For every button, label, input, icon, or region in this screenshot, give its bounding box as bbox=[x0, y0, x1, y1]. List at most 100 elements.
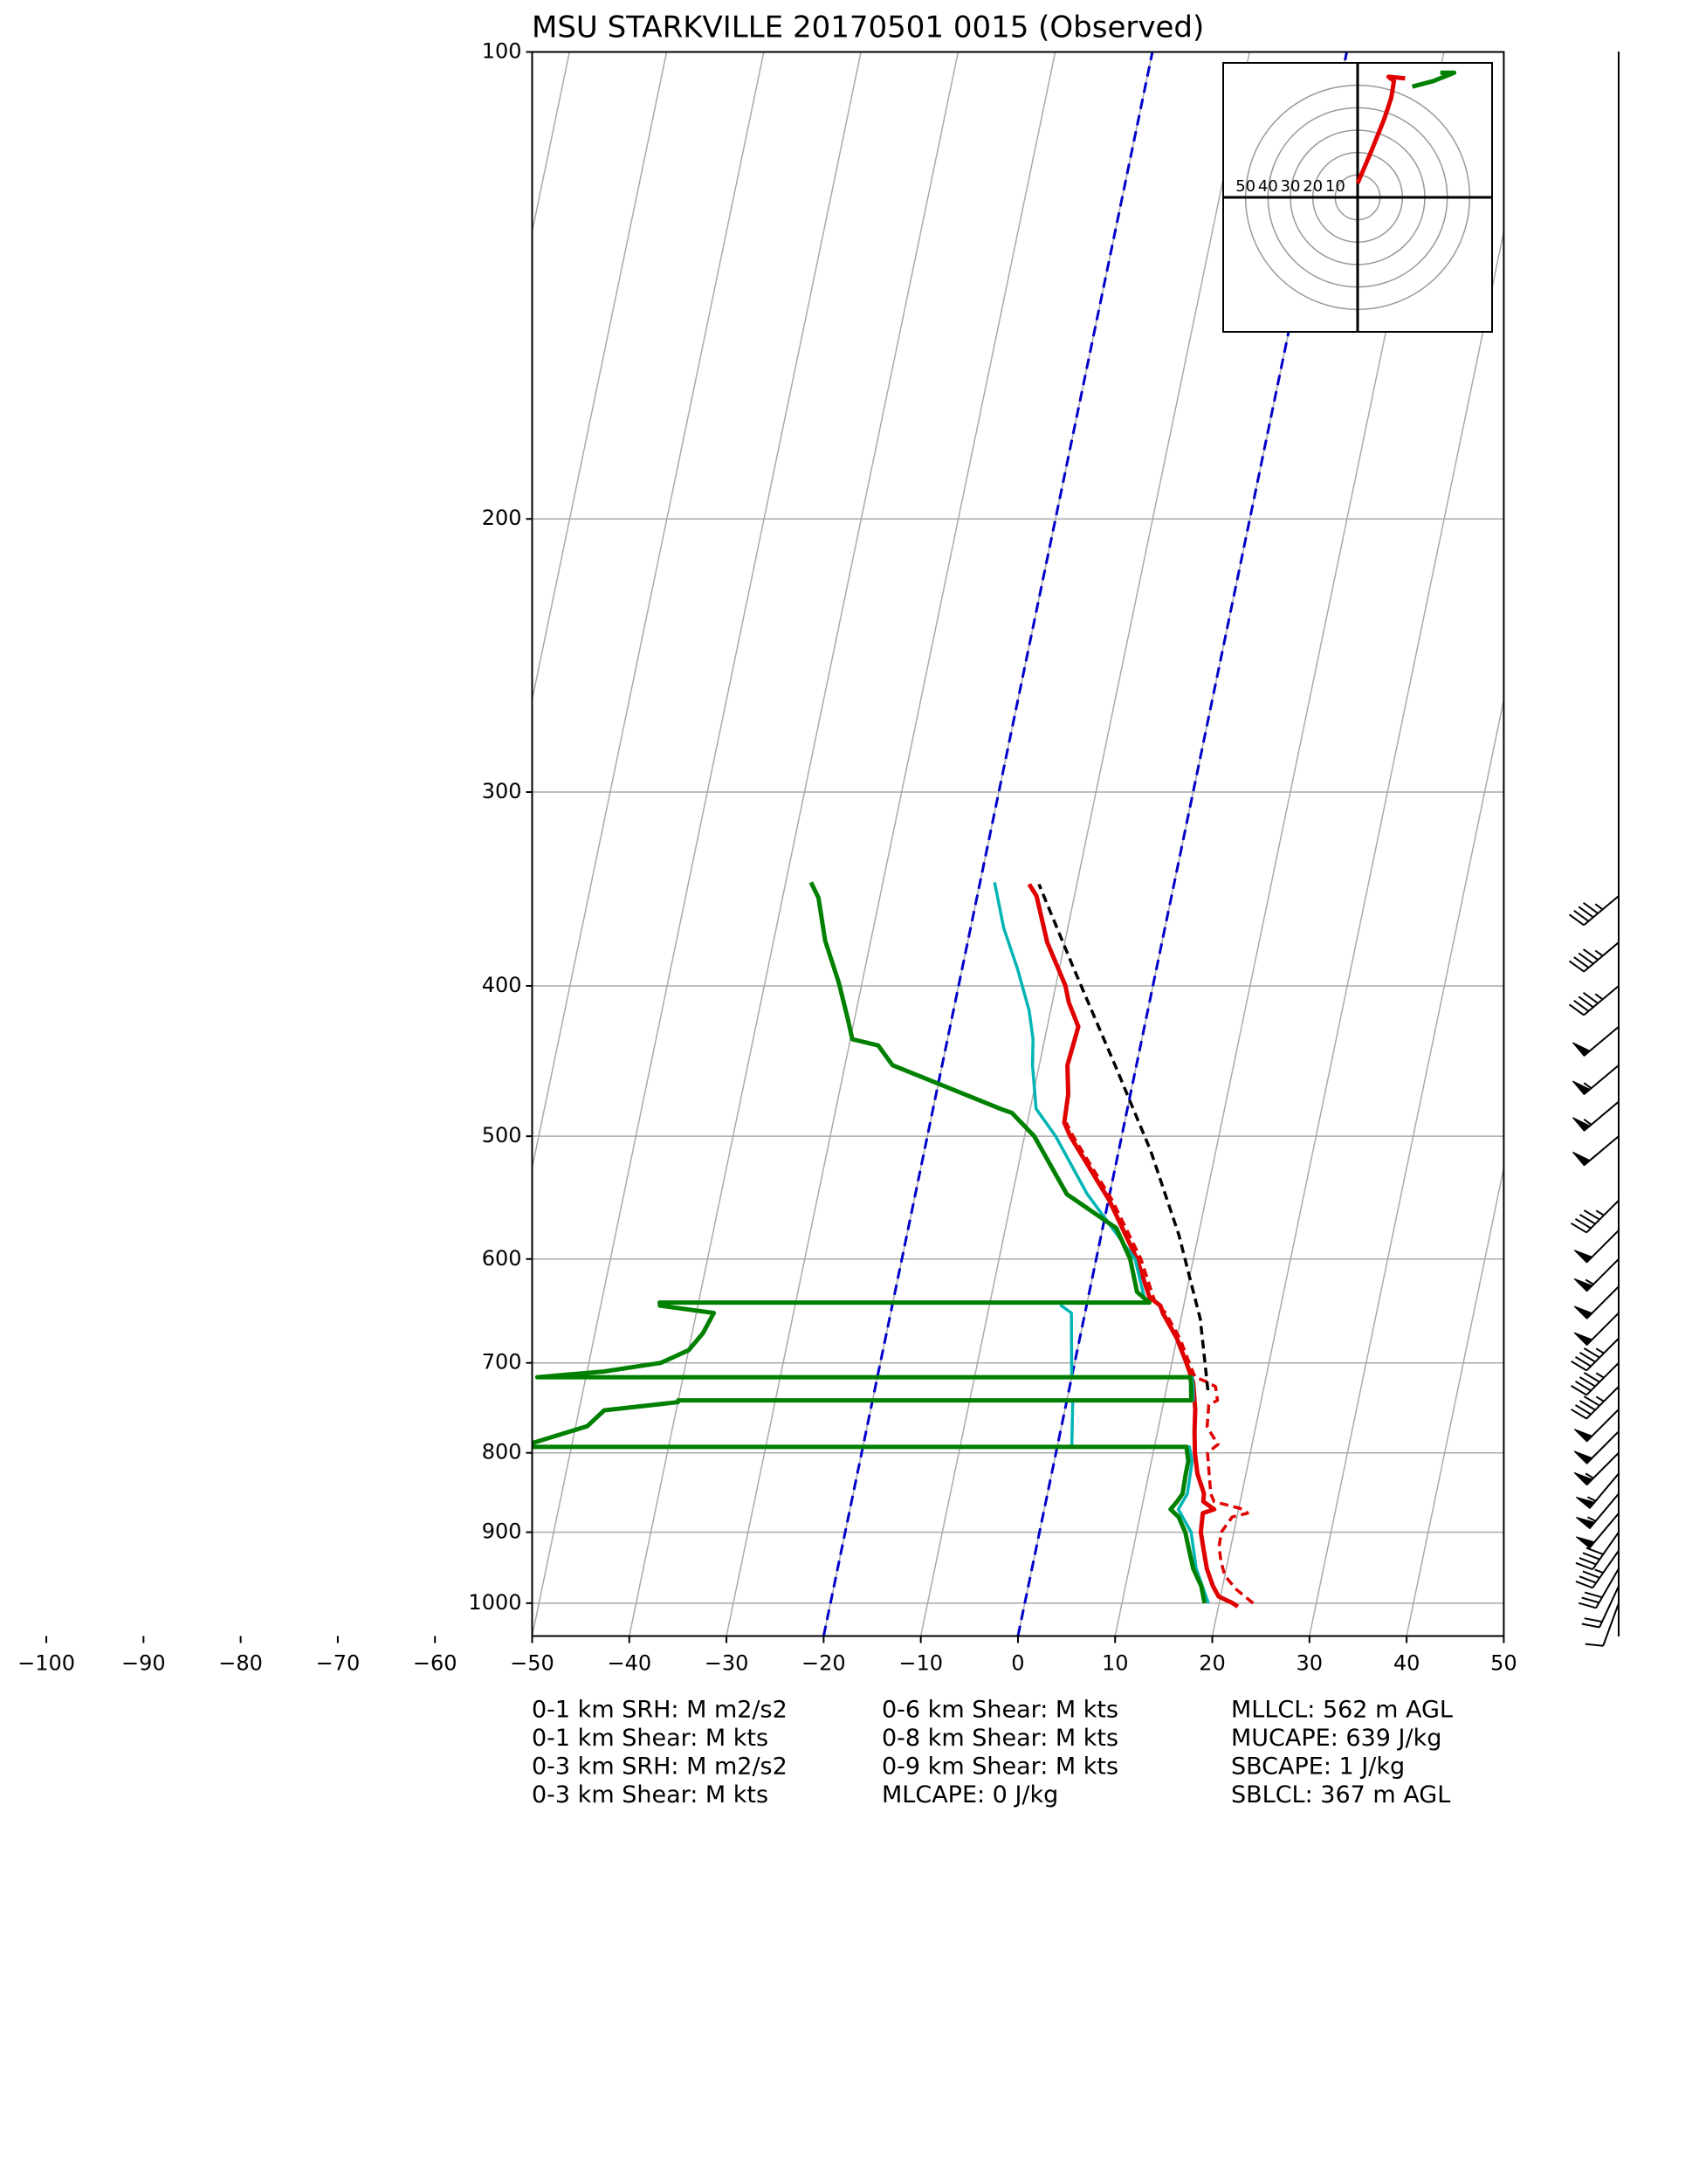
wind-barb bbox=[1571, 1337, 1620, 1372]
barb-full bbox=[1579, 1214, 1596, 1225]
barb-pennant bbox=[1573, 1250, 1593, 1264]
barb-staff bbox=[1595, 1567, 1620, 1609]
barb-half bbox=[1586, 1516, 1597, 1522]
barb-full bbox=[1582, 1570, 1600, 1579]
barb-full bbox=[1579, 1557, 1597, 1566]
barb-pennant bbox=[1572, 1151, 1591, 1167]
barb-half bbox=[1594, 903, 1604, 911]
wind-barb bbox=[1575, 1532, 1620, 1571]
x-tick-label: 0 bbox=[1011, 1651, 1024, 1676]
wind-barb bbox=[1572, 1135, 1620, 1167]
x-tick-label: −60 bbox=[413, 1651, 457, 1676]
x-tick-label: 10 bbox=[1102, 1651, 1129, 1676]
barb-half bbox=[1595, 1395, 1605, 1402]
barb-half bbox=[1586, 1496, 1597, 1502]
y-tick-label: 100 bbox=[482, 39, 522, 64]
ring-label: 30 bbox=[1281, 177, 1301, 196]
barb-full bbox=[1571, 1360, 1587, 1372]
barb-pennant bbox=[1572, 1042, 1591, 1057]
axes: −100 −90 −80 −70 −60 −50 −40 −30 −20 −10 0 10 20 30 40… bbox=[17, 39, 1517, 1676]
barb-full bbox=[1582, 901, 1599, 914]
barb-staff bbox=[1599, 1585, 1620, 1628]
stat-text: 0-1 km SRH: M m2/s2 bbox=[532, 1697, 788, 1724]
barb-half bbox=[1594, 1568, 1604, 1574]
stat-text: 0-3 km SRH: M m2/s2 bbox=[532, 1753, 788, 1781]
wind-barb bbox=[1572, 1064, 1620, 1096]
isotherm bbox=[532, 52, 668, 704]
wind-barb bbox=[1572, 1025, 1620, 1057]
barb-full bbox=[1575, 1561, 1593, 1571]
barb-pennant bbox=[1573, 1429, 1593, 1443]
wind-barb bbox=[1571, 1386, 1620, 1420]
profile-line bbox=[1027, 883, 1240, 1609]
barb-full bbox=[1575, 1581, 1593, 1589]
x-tick-label: 40 bbox=[1393, 1651, 1420, 1676]
wind-barb bbox=[1581, 1585, 1620, 1629]
stat-text: SBCAPE: 1 J/kg bbox=[1231, 1753, 1405, 1781]
barb-pennant bbox=[1575, 1496, 1596, 1509]
barb-full bbox=[1584, 1591, 1603, 1599]
barb-pennant bbox=[1573, 1450, 1593, 1464]
x-tick-label: −40 bbox=[607, 1651, 651, 1676]
barb-full bbox=[1584, 1617, 1603, 1623]
wind-barb bbox=[1572, 1100, 1620, 1132]
barb-full bbox=[1578, 996, 1594, 1009]
barb-staff bbox=[1586, 1337, 1620, 1372]
wind-barb bbox=[1575, 1512, 1620, 1549]
hodo-line bbox=[1355, 74, 1406, 184]
barb-pennant bbox=[1573, 1306, 1593, 1319]
y-tick-label: 300 bbox=[482, 779, 522, 803]
barb-full bbox=[1579, 1575, 1597, 1584]
barb-full bbox=[1573, 909, 1590, 922]
barb-full bbox=[1579, 1352, 1596, 1363]
barb-full bbox=[1574, 1355, 1592, 1368]
barb-full bbox=[1581, 1596, 1599, 1604]
isotherm bbox=[629, 52, 960, 1636]
barb-full bbox=[1574, 1218, 1592, 1230]
ring-label: 40 bbox=[1258, 177, 1278, 196]
profile-line bbox=[1037, 883, 1210, 1391]
isotherm bbox=[532, 52, 765, 1172]
barb-full bbox=[1571, 1222, 1587, 1234]
barb-full bbox=[1574, 1404, 1592, 1416]
y-tick-label: 700 bbox=[482, 1350, 522, 1374]
ring-label: 50 bbox=[1235, 177, 1255, 196]
wind-barb bbox=[1571, 1199, 1620, 1234]
wind-barb bbox=[1573, 1312, 1620, 1347]
stat-text: 0-8 km Shear: M kts bbox=[882, 1725, 1118, 1752]
wind-barb bbox=[1575, 1550, 1620, 1589]
y-tick-label: 1000 bbox=[468, 1590, 521, 1615]
x-tick-label: −30 bbox=[705, 1651, 749, 1676]
barb-full bbox=[1585, 1643, 1604, 1647]
x-tick-label: 20 bbox=[1199, 1651, 1226, 1676]
barb-full bbox=[1582, 948, 1599, 961]
ring-label: 10 bbox=[1325, 177, 1345, 196]
barb-full bbox=[1568, 1003, 1585, 1016]
wind-barb bbox=[1575, 1472, 1620, 1509]
wind-barbs bbox=[1568, 895, 1620, 1647]
wind-barb bbox=[1568, 985, 1620, 1016]
isotherm bbox=[1309, 696, 1504, 1636]
wind-barb bbox=[1573, 1430, 1620, 1464]
stat-text: MLLCL: 562 m AGL bbox=[1231, 1697, 1453, 1724]
wind-barb bbox=[1573, 1409, 1620, 1443]
profile-line bbox=[532, 881, 1207, 1604]
wind-barb bbox=[1568, 895, 1620, 927]
wind-barb bbox=[1585, 1602, 1620, 1647]
barb-full bbox=[1579, 1400, 1596, 1411]
barb-pennant bbox=[1573, 1278, 1593, 1292]
y-tick-label: 600 bbox=[482, 1246, 522, 1271]
barb-staff bbox=[1586, 1199, 1620, 1234]
barb-full bbox=[1578, 952, 1594, 965]
barb-staff bbox=[1583, 941, 1620, 973]
x-tick-label: 30 bbox=[1297, 1651, 1324, 1676]
barb-full bbox=[1581, 1622, 1600, 1629]
x-tick-label: −20 bbox=[801, 1651, 846, 1676]
x-tick-label: −70 bbox=[316, 1651, 361, 1676]
barb-full bbox=[1582, 1552, 1600, 1560]
barb-full bbox=[1574, 1381, 1592, 1392]
chart-title: MSU STARKVILLE 20170501 0015 (Observed) bbox=[532, 10, 1204, 45]
stat-text: SBLCL: 367 m AGL bbox=[1231, 1781, 1450, 1809]
